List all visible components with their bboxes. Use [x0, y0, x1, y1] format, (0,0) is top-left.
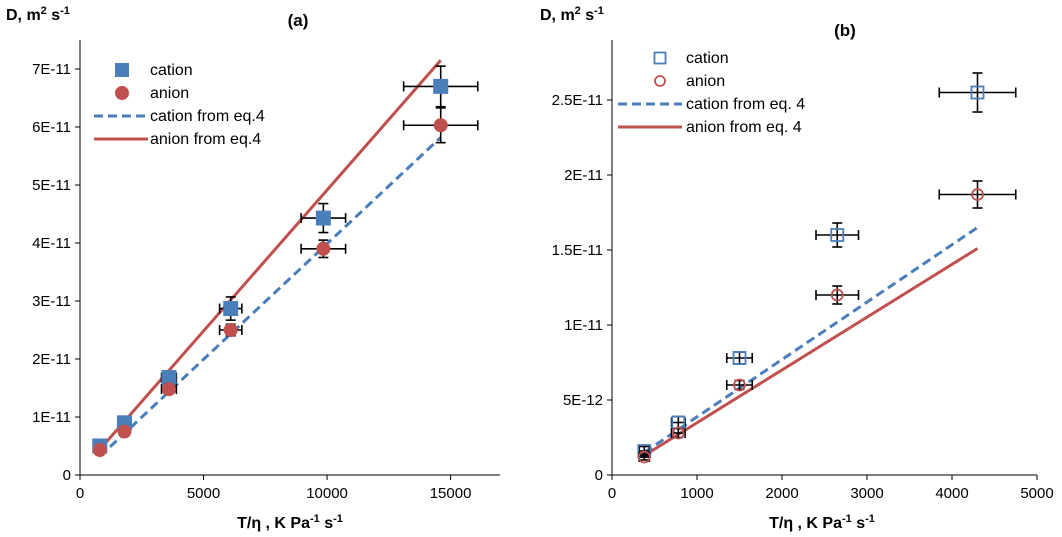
cation-data-point — [433, 78, 449, 94]
legend-label: cation from eq. 4 — [686, 96, 805, 113]
anion-data-point — [637, 450, 651, 464]
y-tick-label: 5E-12 — [563, 392, 603, 409]
legend-label: cation — [686, 50, 729, 67]
cation-data-point — [223, 301, 239, 317]
y-tick-label: 0 — [63, 467, 71, 484]
x-tick-label: 5000 — [1020, 485, 1053, 502]
anion-data-point — [433, 118, 448, 133]
anion-data-point — [733, 378, 746, 392]
anion-data-point — [830, 288, 844, 302]
anion-data-point — [223, 323, 238, 337]
anion-data-point — [671, 426, 685, 440]
anion-data-point — [316, 241, 331, 256]
panel-title: (a) — [288, 11, 309, 30]
legend-label: anion from eq. 4 — [686, 119, 802, 136]
y-tick-label: 2E-11 — [564, 167, 603, 184]
anion-eq4-fit-line — [643, 247, 979, 457]
x-tick-label: 2000 — [765, 485, 798, 502]
legend-label: anion — [150, 85, 189, 102]
anion-data-point — [971, 188, 984, 201]
anion-data-point — [161, 382, 176, 397]
anion-data-point — [117, 424, 132, 439]
cation-eq4-fit-line — [98, 136, 442, 458]
x-axis-title: T/η , K Pa-1 s-1 — [237, 513, 343, 532]
y-tick-label: 1E-11 — [32, 409, 71, 426]
x-axis-title: T/η , K Pa-1 s-1 — [769, 513, 875, 532]
legend: cation anion cation from eq.4 anion from eq… — [94, 62, 265, 148]
y-tick-label: 2E-11 — [32, 351, 71, 368]
cation-data-point — [830, 228, 845, 242]
legend-marker-anion — [654, 75, 666, 87]
y-tick-label: 3E-11 — [32, 293, 71, 310]
x-tick-label: 0 — [608, 485, 616, 502]
cation-data-point — [315, 210, 331, 226]
y-tick-label: 4E-11 — [32, 235, 71, 252]
cation-eq4-fit-line — [643, 226, 979, 454]
y-tick-label: 0 — [595, 467, 603, 484]
y-tick-label: 2.5E-11 — [552, 92, 603, 109]
legend-label: cation — [150, 62, 193, 79]
y-tick-label: 7E-11 — [32, 61, 71, 78]
anion-data-point — [92, 443, 107, 458]
chart-panel-a: 0 1E-11 2E-11 3E-11 4E-11 5E-11 6E-11 7E-11 0 500… — [6, 5, 500, 532]
x-tick-label: 15000 — [430, 485, 472, 502]
y-axis-title: D, m2 s-1 — [6, 5, 70, 24]
chart-panel-b: 0 5E-12 1E-11 1.5E-11 2E-11 2.5E-11 0 1000 2000 3… — [540, 5, 1054, 532]
legend-marker-cation — [115, 63, 129, 77]
legend-label: anion from eq.4 — [150, 131, 261, 148]
x-tick-label: 5000 — [187, 485, 220, 502]
x-tick-label: 10000 — [306, 485, 348, 502]
cation-data-point — [732, 351, 747, 365]
cation-data-point — [970, 85, 985, 100]
legend-marker-cation — [653, 51, 667, 65]
x-tick-label: 0 — [76, 485, 84, 502]
legend-label: anion — [686, 73, 725, 90]
legend-marker-anion — [115, 86, 129, 100]
y-tick-label: 5E-11 — [32, 177, 71, 194]
y-tick-label: 1E-11 — [564, 317, 603, 334]
legend-label: cation from eq.4 — [150, 108, 265, 125]
y-tick-label: 1.5E-11 — [552, 242, 603, 259]
x-tick-label: 3000 — [850, 485, 883, 502]
y-tick-label: 6E-11 — [32, 119, 71, 136]
legend: cation anion cation from eq. 4 anion from e… — [618, 50, 805, 136]
x-tick-label: 4000 — [935, 485, 968, 502]
panel-title: (b) — [834, 21, 856, 40]
y-axis-title: D, m2 s-1 — [540, 5, 604, 24]
anion-eq4-fit-line — [98, 59, 442, 451]
x-tick-label: 1000 — [680, 485, 713, 502]
